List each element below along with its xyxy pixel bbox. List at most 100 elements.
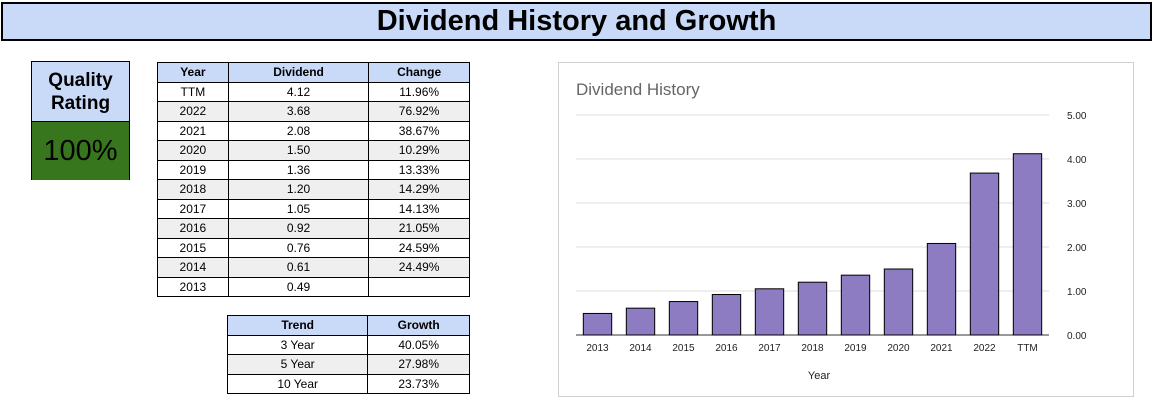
dividend-cell: 1.20 xyxy=(227,179,370,200)
x-tick-label: TTM xyxy=(1017,343,1038,354)
dividend-cell: 2022 xyxy=(157,101,229,122)
dividend-cell: 2018 xyxy=(157,179,229,200)
table-row: 3 Year 40.05% xyxy=(226,334,470,355)
dividend-cell: 14.13% xyxy=(368,198,470,219)
page-title: Dividend History and Growth xyxy=(376,5,777,37)
bar-2014 xyxy=(625,307,656,336)
growth-table-header-row: Trend Growth xyxy=(226,315,470,336)
dividend-cell: 24.49% xyxy=(368,257,470,278)
table-row: 2014 0.61 24.49% xyxy=(157,257,470,278)
title-banner: Dividend History and Growth xyxy=(1,2,1152,41)
dividend-cell: 2016 xyxy=(157,218,229,239)
x-axis-title: Year xyxy=(808,370,831,382)
table-row: TTM 4.12 11.96% xyxy=(157,81,470,102)
dividend-cell: 21.05% xyxy=(368,218,470,239)
growth-table: Trend Growth 3 Year 40.05% 5 Year 27.98% 10 Y… xyxy=(226,315,470,394)
growth-cell: 10 Year xyxy=(226,373,369,394)
dividend-cell: 11.96% xyxy=(368,81,470,102)
bar-2018 xyxy=(797,281,828,336)
dividend-table: Year Dividend Change TTM 4.12 11.96% 2022 3.68… xyxy=(157,62,470,297)
x-tick-label: 2013 xyxy=(586,343,609,354)
dividend-table-header-row: Year Dividend Change xyxy=(157,62,470,83)
dividend-header-year: Year xyxy=(157,62,229,83)
x-tick-label: 2017 xyxy=(758,343,781,354)
growth-header-trend: Trend xyxy=(226,315,369,336)
dividend-cell: 38.67% xyxy=(368,120,470,141)
x-tick-label: 2022 xyxy=(973,343,996,354)
table-row: 2018 1.20 14.29% xyxy=(157,179,470,200)
growth-cell: 5 Year xyxy=(226,354,369,375)
table-row: 2021 2.08 38.67% xyxy=(157,120,470,141)
table-row: 10 Year 23.73% xyxy=(226,373,470,394)
dividend-cell: 13.33% xyxy=(368,159,470,180)
x-tick-label: 2021 xyxy=(930,343,953,354)
dividend-header-dividend: Dividend xyxy=(227,62,370,83)
bar-2021 xyxy=(926,242,957,336)
x-tick-label: 2018 xyxy=(801,343,824,354)
growth-cell: 23.73% xyxy=(367,373,470,394)
dividend-cell: 2.08 xyxy=(227,120,370,141)
dividend-cell: 10.29% xyxy=(368,140,470,161)
table-row: 2020 1.50 10.29% xyxy=(157,140,470,161)
table-row: 2013 0.49 xyxy=(157,276,470,297)
dividend-cell: 2019 xyxy=(157,159,229,180)
dividend-cell: 0.49 xyxy=(227,276,370,297)
quality-rating-box: Quality Rating 100% xyxy=(31,61,130,180)
growth-header-growth: Growth xyxy=(367,315,470,336)
x-tick-label: 2016 xyxy=(715,343,738,354)
dividend-cell: 0.61 xyxy=(227,257,370,278)
dividend-cell: 1.36 xyxy=(227,159,370,180)
dividend-cell: 2021 xyxy=(157,120,229,141)
bar-2019 xyxy=(840,274,871,336)
table-row: 5 Year 27.98% xyxy=(226,354,470,375)
bar-2013 xyxy=(582,312,613,336)
dividend-history-chart: Dividend History 0.00 1.00 2.00 3.00 4.00 5.0… xyxy=(558,62,1134,397)
y-tick-label: 1.00 xyxy=(1067,287,1087,298)
dividend-cell: 3.68 xyxy=(227,101,370,122)
dividend-cell xyxy=(368,276,470,297)
dividend-cell: 2017 xyxy=(157,198,229,219)
quality-rating-value: 100% xyxy=(32,122,129,180)
dividend-cell: 2020 xyxy=(157,140,229,161)
chart-bars xyxy=(582,153,1043,336)
dividend-header-change: Change xyxy=(368,62,470,83)
table-row: 2017 1.05 14.13% xyxy=(157,198,470,219)
growth-cell: 3 Year xyxy=(226,334,369,355)
table-row: 2022 3.68 76.92% xyxy=(157,101,470,122)
x-tick-label: 2019 xyxy=(844,343,867,354)
chart-svg: Dividend History 0.00 1.00 2.00 3.00 4.00 5.0… xyxy=(576,80,1087,382)
quality-rating-label: Quality Rating xyxy=(32,62,129,122)
dividend-cell: 0.76 xyxy=(227,237,370,258)
dividend-cell: 0.92 xyxy=(227,218,370,239)
x-tick-label: 2014 xyxy=(629,343,652,354)
y-tick-label: 3.00 xyxy=(1067,199,1087,210)
table-row: 2015 0.76 24.59% xyxy=(157,237,470,258)
dividend-cell: 1.05 xyxy=(227,198,370,219)
chart-labels: 0.00 1.00 2.00 3.00 4.00 5.00 2013 2014 2015 2016… xyxy=(586,111,1087,354)
bar-2022 xyxy=(969,172,1000,336)
dividend-cell: 14.29% xyxy=(368,179,470,200)
dividend-cell: 2014 xyxy=(157,257,229,278)
dividend-cell: 4.12 xyxy=(227,81,370,102)
dividend-cell: 2013 xyxy=(157,276,229,297)
y-tick-label: 0.00 xyxy=(1067,331,1087,342)
y-tick-label: 4.00 xyxy=(1067,155,1087,166)
bar-2015 xyxy=(668,301,699,336)
growth-cell: 27.98% xyxy=(367,354,470,375)
x-tick-label: 2015 xyxy=(672,343,695,354)
table-row: 2016 0.92 21.05% xyxy=(157,218,470,239)
dividend-cell: 2015 xyxy=(157,237,229,258)
table-row: 2019 1.36 13.33% xyxy=(157,159,470,180)
y-tick-label: 5.00 xyxy=(1067,111,1087,122)
bar-2017 xyxy=(754,288,785,336)
dividend-cell: 76.92% xyxy=(368,101,470,122)
growth-cell: 40.05% xyxy=(367,334,470,355)
chart-title: Dividend History xyxy=(576,80,700,99)
dividend-cell: 24.59% xyxy=(368,237,470,258)
x-tick-label: 2020 xyxy=(887,343,910,354)
bar-ttm xyxy=(1012,153,1043,336)
bar-2016 xyxy=(711,294,742,336)
dividend-cell: 1.50 xyxy=(227,140,370,161)
bar-2020 xyxy=(883,268,914,336)
y-tick-label: 2.00 xyxy=(1067,243,1087,254)
